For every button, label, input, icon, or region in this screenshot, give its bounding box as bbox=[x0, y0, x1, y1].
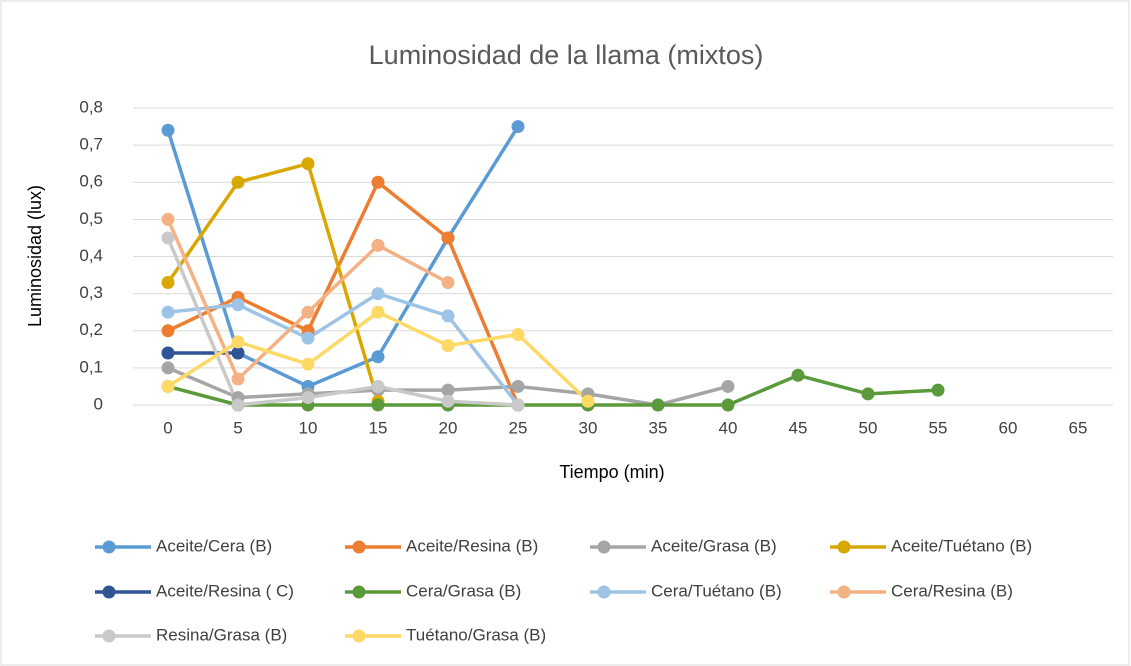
data-point bbox=[161, 379, 175, 393]
y-tick-label: 0,1 bbox=[79, 357, 103, 376]
data-point bbox=[231, 398, 245, 412]
data-point bbox=[511, 398, 525, 412]
series-line bbox=[167, 373, 939, 407]
data-point bbox=[161, 305, 175, 319]
data-point bbox=[161, 324, 175, 338]
data-point bbox=[651, 398, 665, 412]
data-point bbox=[371, 175, 385, 189]
data-point bbox=[301, 331, 315, 345]
y-tick-label: 0,6 bbox=[79, 172, 103, 191]
data-point bbox=[441, 383, 455, 397]
legend-marker bbox=[597, 540, 611, 554]
data-point bbox=[371, 305, 385, 319]
data-point bbox=[931, 383, 945, 397]
data-point bbox=[231, 175, 245, 189]
legend-marker bbox=[352, 629, 366, 643]
legend-marker bbox=[102, 585, 116, 599]
data-point bbox=[161, 361, 175, 375]
series-line bbox=[167, 180, 520, 406]
legend-marker bbox=[102, 540, 116, 554]
x-tick-label: 15 bbox=[369, 418, 388, 437]
legend-label: Aceite/Grasa (B) bbox=[651, 536, 777, 555]
series-line bbox=[166, 237, 519, 407]
legend-marker bbox=[352, 585, 366, 599]
x-tick-label: 50 bbox=[859, 418, 878, 437]
data-point bbox=[231, 298, 245, 312]
data-point bbox=[161, 275, 175, 289]
legend-label: Tuétano/Grasa (B) bbox=[406, 625, 546, 644]
data-point bbox=[861, 387, 875, 401]
x-tick-label: 0 bbox=[163, 418, 172, 437]
data-point bbox=[721, 379, 735, 393]
data-point bbox=[371, 287, 385, 301]
x-tick-label: 40 bbox=[719, 418, 738, 437]
legend-label: Cera/Resina (B) bbox=[891, 581, 1013, 600]
y-tick-label: 0,4 bbox=[79, 246, 103, 265]
legend-marker bbox=[837, 585, 851, 599]
y-tick-label: 0,2 bbox=[79, 320, 103, 339]
data-point bbox=[441, 231, 455, 245]
data-point bbox=[231, 372, 245, 386]
data-point bbox=[441, 394, 455, 408]
x-tick-label: 60 bbox=[999, 418, 1018, 437]
data-point bbox=[231, 335, 245, 349]
data-point bbox=[301, 391, 315, 405]
data-point bbox=[301, 357, 315, 371]
data-point bbox=[161, 212, 175, 226]
data-point bbox=[441, 309, 455, 323]
x-axis-label: Tiempo (min) bbox=[559, 462, 664, 482]
series-line bbox=[167, 291, 520, 407]
x-tick-label: 20 bbox=[439, 418, 458, 437]
y-tick-label: 0,3 bbox=[79, 283, 103, 302]
data-point bbox=[161, 123, 175, 137]
legend-label: Aceite/Cera (B) bbox=[156, 536, 272, 555]
data-point bbox=[441, 275, 455, 289]
legend-marker bbox=[597, 585, 611, 599]
chart-title: Luminosidad de la llama (mixtos) bbox=[369, 40, 764, 70]
legend-marker bbox=[352, 540, 366, 554]
legend-label: Cera/Tuétano (B) bbox=[651, 581, 782, 600]
y-tick-label: 0,8 bbox=[79, 97, 103, 116]
data-point bbox=[441, 339, 455, 353]
data-point bbox=[161, 346, 175, 360]
legend-marker bbox=[102, 629, 116, 643]
legend-label: Aceite/Resina ( C) bbox=[156, 581, 294, 600]
x-tick-label: 5 bbox=[233, 418, 242, 437]
data-point bbox=[511, 379, 525, 393]
x-tick-label: 45 bbox=[789, 418, 808, 437]
y-axis-label: Luminosidad (lux) bbox=[25, 185, 45, 327]
legend-marker bbox=[837, 540, 851, 554]
data-point bbox=[161, 231, 175, 245]
legend-label: Resina/Grasa (B) bbox=[156, 625, 287, 644]
x-tick-label: 65 bbox=[1069, 418, 1088, 437]
data-point bbox=[581, 394, 595, 408]
legend-label: Aceite/Tuétano (B) bbox=[891, 536, 1032, 555]
data-point bbox=[371, 350, 385, 364]
series-line bbox=[166, 161, 380, 402]
legend-label: Aceite/Resina (B) bbox=[406, 536, 538, 555]
data-point bbox=[301, 157, 315, 171]
data-point bbox=[371, 398, 385, 412]
x-tick-label: 10 bbox=[299, 418, 318, 437]
data-point bbox=[371, 379, 385, 393]
x-tick-label: 35 bbox=[649, 418, 668, 437]
data-point bbox=[511, 327, 525, 341]
data-point bbox=[791, 368, 805, 382]
data-point bbox=[301, 305, 315, 319]
x-tick-label: 30 bbox=[579, 418, 598, 437]
x-tick-label: 25 bbox=[509, 418, 528, 437]
y-tick-label: 0 bbox=[94, 394, 103, 413]
y-tick-label: 0,5 bbox=[79, 209, 103, 228]
data-point bbox=[231, 346, 245, 360]
data-point bbox=[511, 120, 525, 134]
data-point bbox=[721, 398, 735, 412]
data-point bbox=[371, 238, 385, 252]
legend-label: Cera/Grasa (B) bbox=[406, 581, 521, 600]
series-line bbox=[166, 125, 520, 389]
y-tick-label: 0,7 bbox=[79, 135, 103, 154]
x-tick-label: 55 bbox=[929, 418, 948, 437]
